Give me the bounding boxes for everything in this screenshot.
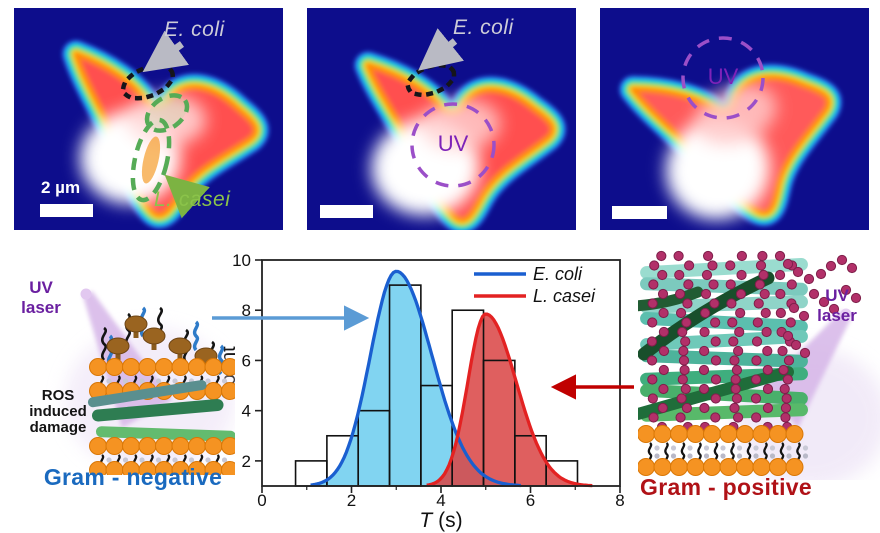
panel-2-annotations <box>405 28 496 188</box>
scalebar <box>612 206 667 219</box>
lcasei-label: L. casei <box>154 188 231 211</box>
x-tick-label: 6 <box>526 491 535 510</box>
x-tick-label: 4 <box>436 491 445 510</box>
scalebar-label: 2 µm <box>41 178 81 197</box>
ecoli-arrow-icon <box>142 30 189 73</box>
gram-positive-illustration <box>638 250 880 480</box>
y-tick-label: 10 <box>232 251 251 270</box>
uv-laser-label-left: UV laser <box>21 278 61 317</box>
fit-fill <box>426 314 593 486</box>
confocal-image-panel-3: UV <box>600 8 869 230</box>
legend-label: L. casei <box>533 286 596 306</box>
x-tick-label: 0 <box>257 491 266 510</box>
y-tick-label: 2 <box>242 452 251 471</box>
x-tick-label: 2 <box>347 491 356 510</box>
lcasei-cell-glow <box>141 136 161 184</box>
uv-spot-circle <box>410 102 496 188</box>
x-axis-label: T (s) <box>419 509 462 532</box>
ros-damage-label: ROS induced damage <box>29 387 87 436</box>
cell-heatmap <box>354 51 566 230</box>
ecoli-arrow-icon <box>418 28 464 71</box>
uv-laser-tip <box>80 288 92 300</box>
cell-heatmap <box>619 64 842 226</box>
fit-fill <box>310 271 522 486</box>
uv-spot-circle <box>681 36 765 120</box>
cell-wall-graphic <box>638 250 862 476</box>
scalebar <box>40 204 93 217</box>
lcasei-outline-bottom <box>130 117 172 203</box>
panel-3-annotations <box>681 36 765 120</box>
y-tick-label: 4 <box>242 402 251 421</box>
lcasei-arrow-icon <box>164 174 210 219</box>
ecoli-label: E. coli <box>164 18 225 41</box>
uv-laser-label-right: UV laser <box>817 286 857 325</box>
fit-curve <box>310 269 521 488</box>
ecoli-outline <box>405 63 457 97</box>
uv-laser-tip <box>840 308 852 320</box>
gram-negative-illustration <box>65 288 235 475</box>
cell-heatmap <box>62 40 269 229</box>
uv-label: UV <box>437 131 469 156</box>
y-tick-label: 8 <box>242 301 251 320</box>
gram-negative-caption: Gram - negative <box>43 464 223 490</box>
scalebar <box>320 205 373 218</box>
confocal-image-panel-1: E. coli L. casei 2 µm <box>14 8 283 230</box>
panel-1-annotations <box>121 30 210 219</box>
uv-label: UV <box>707 64 739 89</box>
fit-curve <box>426 312 593 488</box>
y-tick-label: 6 <box>242 351 251 370</box>
lcasei-outline-top <box>144 93 190 133</box>
gram-positive-caption: Gram - positive <box>640 474 812 500</box>
x-tick-label: 8 <box>615 491 624 510</box>
outer-membrane-graphic <box>87 306 235 475</box>
legend-label: E. coli <box>533 264 583 284</box>
confocal-image-panel-2: E. coli UV <box>307 8 576 230</box>
ecoli-label: E. coli <box>453 16 514 39</box>
